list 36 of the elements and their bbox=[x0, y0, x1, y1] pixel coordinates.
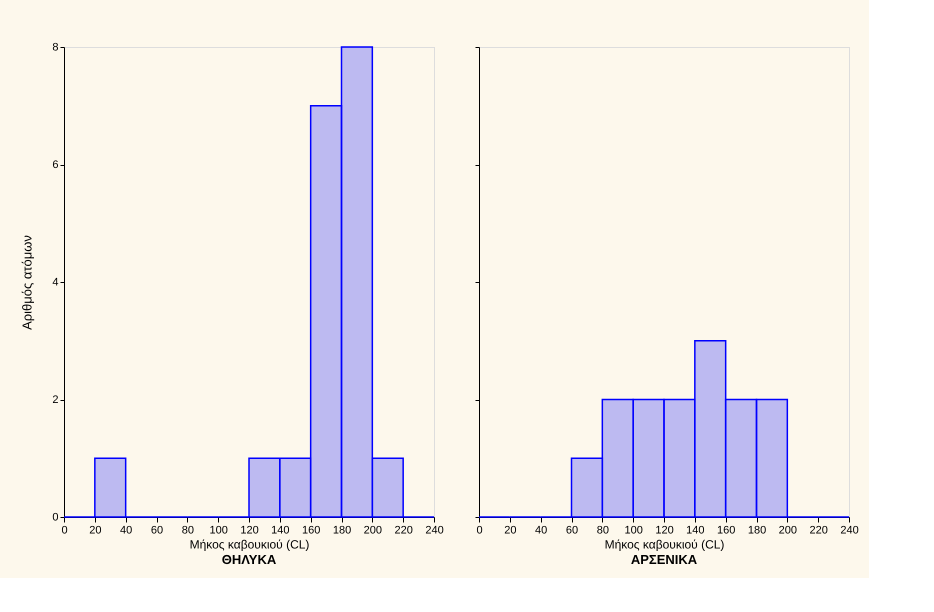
x-tick-label: 220 bbox=[394, 524, 413, 536]
text: ΘΗΛΥΚΑ bbox=[222, 552, 277, 567]
y-tick-label: 6 bbox=[52, 159, 58, 171]
x-tick-label: 240 bbox=[840, 524, 859, 536]
x-tick-label: 20 bbox=[89, 524, 102, 536]
x-tick-label: 140 bbox=[686, 524, 705, 536]
x-tick-label: 200 bbox=[364, 524, 382, 536]
x-tick-label: 60 bbox=[150, 524, 164, 536]
x-tick-label: 60 bbox=[566, 524, 578, 536]
text: ΑΡΣΕΝΙΚΑ bbox=[630, 552, 698, 567]
x-tick-label: 180 bbox=[748, 524, 766, 536]
x-tick-label: 80 bbox=[182, 524, 194, 536]
x-tick-label: 200 bbox=[778, 524, 798, 536]
x-axis-title: Μήκος καβουκιού (CL) bbox=[604, 538, 724, 552]
y-tick-label: 8 bbox=[52, 42, 58, 54]
x-tick-label: 40 bbox=[120, 524, 132, 536]
x-tick-label: 160 bbox=[302, 524, 320, 536]
x-tick-label: 220 bbox=[809, 524, 828, 536]
x-tick-label: 160 bbox=[716, 524, 736, 536]
y-tick-label: 2 bbox=[52, 394, 58, 406]
y-axis-title: Αριθμός ατόμων bbox=[19, 235, 34, 330]
x-tick-label: 120 bbox=[655, 524, 674, 536]
x-axis-title: Μήκος καβουκιού (CL) bbox=[190, 538, 310, 552]
x-tick-label: 100 bbox=[209, 524, 228, 536]
x-tick-label: 20 bbox=[504, 524, 516, 536]
x-tick-label: 120 bbox=[240, 524, 259, 536]
x-tick-label: 0 bbox=[476, 524, 483, 536]
x-tick-label: 180 bbox=[332, 524, 352, 536]
x-tick-label: 100 bbox=[624, 524, 643, 536]
x-tick-label: 0 bbox=[61, 524, 68, 536]
x-tick-label: 140 bbox=[271, 524, 290, 536]
y-tick-label: 4 bbox=[52, 276, 58, 288]
y-tick-label: 0 bbox=[52, 512, 58, 524]
x-tick-label: 240 bbox=[425, 524, 444, 536]
x-tick-label: 40 bbox=[535, 524, 548, 536]
x-tick-label: 80 bbox=[596, 524, 609, 536]
